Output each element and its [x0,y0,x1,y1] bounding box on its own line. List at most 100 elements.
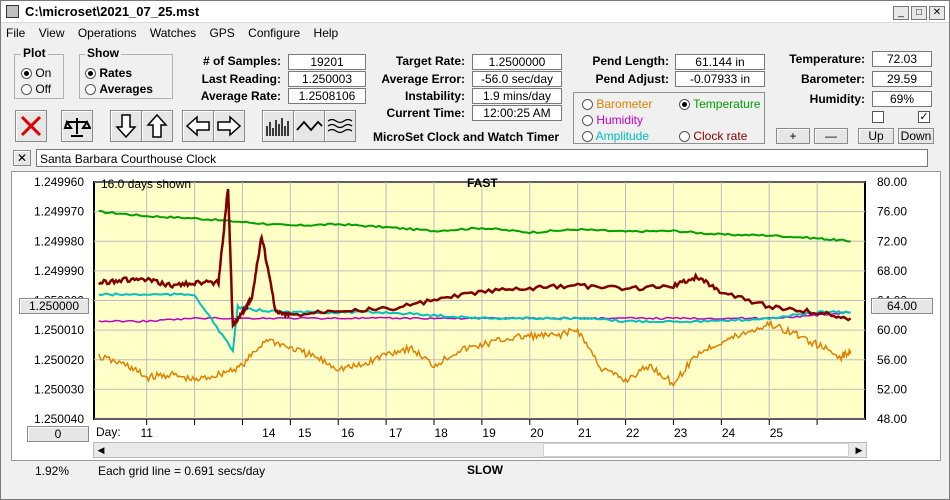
clock-rate-radio[interactable]: Clock rate [679,129,747,143]
x-tick-label: 21 [578,426,592,440]
y-right-tick-label: 56.00 [877,353,907,367]
checkbox-left[interactable] [872,111,884,123]
y-left-tick-label: 1.250040 [34,412,84,426]
maximize-icon[interactable]: □ [911,6,927,20]
arrow-down-icon[interactable] [110,110,142,142]
menu-file[interactable]: File [6,26,26,40]
humidity-label: Humidity: [809,92,865,106]
barometer-radio[interactable]: Barometer [582,97,652,111]
waves-icon[interactable] [324,110,356,142]
arrow-right-icon[interactable] [213,110,245,142]
bar-graph-icon[interactable] [262,110,294,142]
minus-button[interactable]: — [814,128,848,144]
menu-help[interactable]: Help [313,26,339,40]
clear-clock-button[interactable]: ✕ [13,150,31,166]
humidity-field: 69% [872,91,932,107]
samples-label: # of Samples: [202,54,281,68]
samples-field: 19201 [288,54,366,70]
y-left-tick-label: 1.249970 [34,205,84,219]
x-tick-label: 18 [435,426,449,440]
instability-field: 1.9 mins/day [472,88,562,104]
amplitude-radio[interactable]: Amplitude [582,129,649,143]
last-reading-field: 1.250003 [288,71,366,87]
average-rate-field: 1.2508106 [288,88,366,104]
plus-button[interactable]: + [776,128,810,144]
right-center-value-button[interactable]: 64.00 [871,298,933,314]
menu-gps[interactable]: GPS [209,26,235,40]
plot-off-radio[interactable]: Off [21,82,51,96]
show-group [79,54,173,99]
arrow-left-icon[interactable] [182,110,214,142]
zero-button[interactable]: 0 [27,426,89,442]
y-left-tick-label: 1.249960 [34,175,84,189]
y-left-tick-label: 1.250030 [34,382,84,396]
checkbox-right[interactable]: ✓ [918,111,930,123]
day-axis-label: Day: [96,425,121,439]
target-rate-label: Target Rate: [395,54,465,68]
target-rate-field[interactable]: 1.2500000 [472,54,562,70]
minimize-icon[interactable]: _ [893,6,909,20]
x-tick-label: 24 [722,426,736,440]
temperature-radio[interactable]: Temperature [679,97,761,111]
last-reading-label: Last Reading: [201,72,281,86]
slow-label: SLOW [467,463,503,477]
x-tick-label: 20 [530,426,544,440]
y-right-tick-label: 60.00 [877,323,907,337]
pend-adjust-field: -0.07933 in [675,71,765,87]
down-button[interactable]: Down [898,128,934,144]
average-error-label: Average Error: [381,72,465,86]
average-rate-label: Average Rate: [200,89,281,103]
chart-svg[interactable]: 1.249960 1.249970 1.249980 1.249990 1.250000… [11,171,941,461]
menu-operations[interactable]: Operations [77,26,137,40]
series-line-temperature [98,209,851,243]
y-left-tick-label: 1.249980 [34,234,84,248]
instability-label: Instability: [404,89,465,103]
pend-length-field[interactable]: 61.144 in [675,54,765,70]
menu-view[interactable]: View [38,26,65,40]
show-rates-radio[interactable]: Rates [85,66,132,80]
left-center-value-button[interactable]: 1.250000 [19,298,89,314]
y-left-tick-label: 1.249990 [34,264,84,278]
clock-name-input[interactable]: Santa Barbara Courthouse Clock [36,149,928,167]
y-right-tick-label: 68.00 [877,264,907,278]
menu-configure[interactable]: Configure [248,26,301,40]
plot-group-title: Plot [21,46,48,60]
grid-note-label: Each grid line = 0.691 secs/day [98,464,266,478]
app-caption: MicroSet Clock and Watch Timer [373,130,560,144]
wave-icon[interactable] [293,110,325,142]
y-right-tick-label: 76.00 [877,205,907,219]
x-tick-label: 19 [482,426,496,440]
up-button[interactable]: Up [858,128,894,144]
scroll-thumb[interactable] [543,443,849,457]
x-tick-label: 15 [298,426,312,440]
x-tick-label: 16 [341,426,355,440]
barometer-label: Barometer: [800,72,865,86]
barometer-field: 29.59 [872,71,932,87]
show-averages-radio[interactable]: Averages [85,82,153,96]
series-line-clock-rate [98,188,852,330]
plot-on-radio[interactable]: On [21,66,51,80]
close-icon[interactable]: ✕ [929,6,945,20]
window-title: C:\microset\2021_07_25.mst [25,4,200,19]
humidity-radio[interactable]: Humidity [582,113,643,127]
series-line-barometer [98,319,852,387]
fast-label: FAST [467,176,498,190]
x-tick-label: 11 [140,426,153,440]
x-tick-label: 23 [674,426,688,440]
arrow-up-icon[interactable] [141,110,173,142]
y-right-tick-label: 48.00 [877,412,907,426]
clear-x-icon[interactable] [15,110,47,142]
scroll-left-icon[interactable]: ◀ [97,445,105,455]
title-bar: C:\microset\2021_07_25.mst _ □ ✕ [1,1,949,23]
menu-watches[interactable]: Watches [149,26,197,40]
y-right-tick-label: 72.00 [877,234,907,248]
days-shown-label: 16.0 days shown [101,177,192,191]
x-tick-label: 25 [770,426,784,440]
menu-bar: File View Operations Watches GPS Configu… [1,23,949,43]
scale-balance-icon[interactable] [61,110,93,142]
aux-plot-group [573,92,765,144]
scroll-right-icon[interactable]: ▶ [855,445,863,455]
y-left-tick-label: 1.250010 [34,323,84,337]
x-tick-label: 22 [626,426,640,440]
